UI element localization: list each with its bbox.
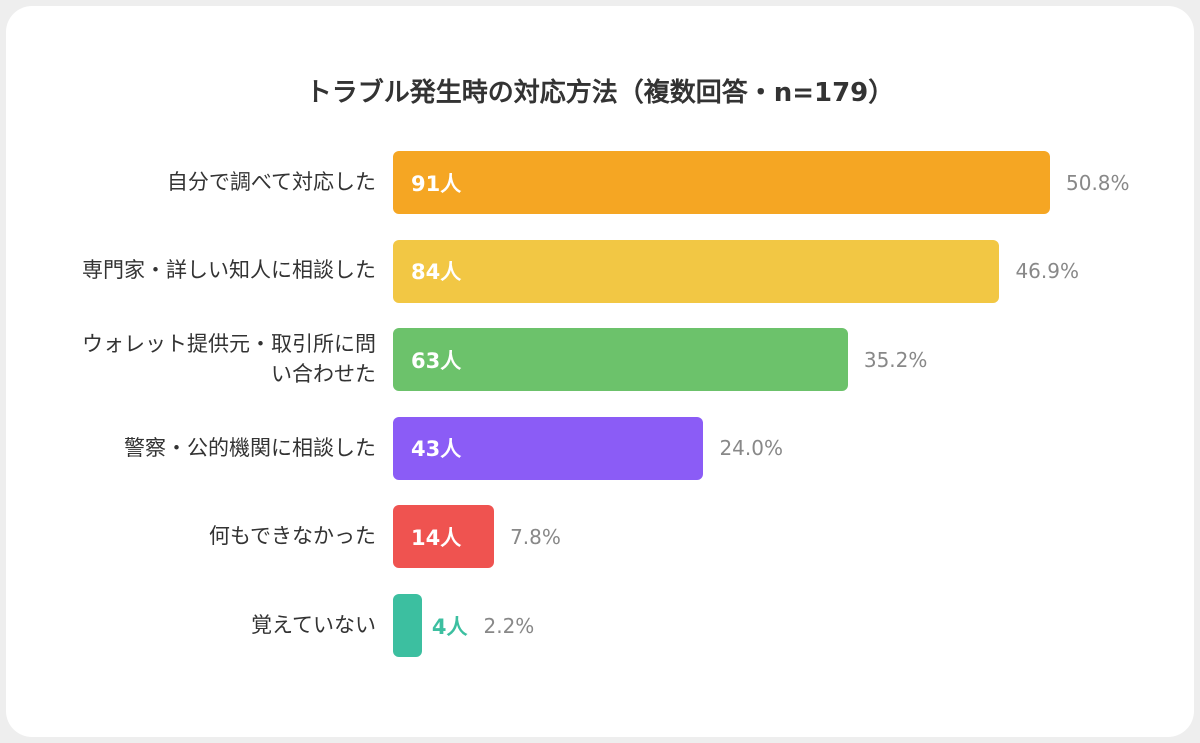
bar [393, 505, 495, 569]
percent-label: 50.8% [1066, 170, 1130, 195]
percent-label: 35.2% [863, 347, 928, 372]
bar [393, 594, 422, 657]
bar-row: 警察・公的機関に相談した 43人 24.0% [6, 416, 1194, 480]
bar [393, 151, 1050, 214]
chart-title: トラブル発生時の対応方法（複数回答・n=179） [305, 78, 895, 108]
chart-card: トラブル発生時の対応方法（複数回答・n=179） 自分で調べて対応した 91人 50… [6, 6, 1194, 737]
percent-label: 2.2% [483, 613, 535, 638]
bar-row: 自分で調べて対応した 91人 50.8% [6, 151, 1194, 214]
value-label: 43人 [411, 437, 462, 462]
value-label: 63人 [411, 348, 462, 373]
category-label: 警察・公的機関に相談した [124, 435, 376, 460]
percent-label: 24.0% [719, 436, 783, 461]
value-label: 84人 [411, 260, 462, 285]
category-label: 何もできなかった [208, 524, 376, 549]
category-label: 覚えていない [251, 612, 376, 637]
bar [393, 416, 704, 480]
value-label: 14人 [411, 525, 462, 550]
percent-label: 46.9% [1015, 259, 1079, 284]
bar-row: 何もできなかった 14人 7.8% [6, 505, 1194, 569]
bar [393, 328, 848, 392]
bar-row: 覚えていない 4人 2.2% [6, 594, 1194, 657]
bar-row: ウォレット提供元・取引所に問い合わせた 63人 35.2% [6, 328, 1194, 392]
value-label: 91人 [411, 171, 462, 196]
value-label: 4人 [431, 614, 468, 639]
category-label: 自分で調べて対応した [166, 169, 376, 194]
bar-row: 専門家・詳しい知人に相談した 84人 46.9% [6, 239, 1194, 303]
percent-label: 7.8% [510, 524, 561, 549]
category-label: 専門家・詳しい知人に相談した [82, 258, 376, 283]
category-label: ウォレット提供元・取引所に問い合わせた [82, 332, 376, 386]
bar [393, 239, 1000, 303]
